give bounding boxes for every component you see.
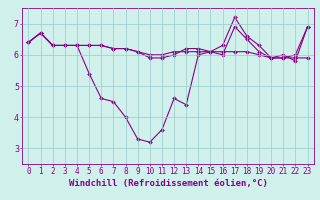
X-axis label: Windchill (Refroidissement éolien,°C): Windchill (Refroidissement éolien,°C) — [68, 179, 268, 188]
